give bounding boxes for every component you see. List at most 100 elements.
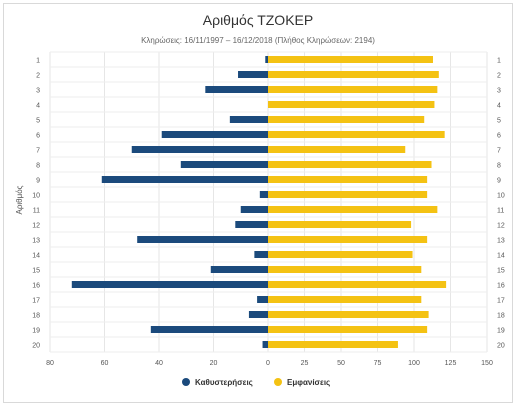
bar-appearance-5[interactable]: [268, 116, 425, 123]
y-tick-label-right: 4: [497, 103, 501, 110]
y-tick-label-left: 2: [36, 73, 40, 80]
y-tick-label-right: 1: [497, 58, 501, 65]
x-tick-label: 50: [337, 360, 345, 367]
bar-appearance-14[interactable]: [268, 251, 413, 258]
bar-appearance-10[interactable]: [268, 191, 428, 198]
x-tick-label: 100: [408, 360, 420, 367]
bar-delay-9[interactable]: [101, 176, 269, 183]
y-tick-label-right: 10: [497, 193, 505, 200]
y-tick-label-right: 13: [497, 238, 505, 245]
legend: Καθυστερήσεις Εμφανίσεις: [182, 378, 330, 387]
y-tick-label-right: 18: [497, 313, 505, 320]
y-tick-label-right: 20: [497, 343, 505, 350]
bar-delay-11[interactable]: [240, 206, 268, 213]
bar-appearance-11[interactable]: [268, 206, 438, 213]
bar-delay-15[interactable]: [210, 266, 268, 273]
bar-appearance-20[interactable]: [268, 341, 398, 348]
chart-subtitle: Κληρώσεις: 16/11/1997 – 16/12/2018 (Πλήθ…: [141, 36, 375, 45]
bar-delay-17[interactable]: [257, 296, 268, 303]
grid-lines: [49, 51, 488, 353]
y-tick-label-right: 9: [497, 178, 501, 185]
y-tick-label-left: 20: [32, 343, 40, 350]
x-tick-label: 0: [266, 360, 270, 367]
y-tick-label-left: 19: [32, 328, 40, 335]
bar-appearance-9[interactable]: [268, 176, 428, 183]
y-tick-label-left: 9: [36, 178, 40, 185]
y-tick-label-left: 1: [36, 58, 40, 65]
y-tick-label-left: 12: [32, 223, 40, 230]
bar-delay-18[interactable]: [248, 311, 268, 318]
bars-group: [71, 56, 447, 348]
legend-marker: [274, 378, 282, 386]
y-tick-label-left: 5: [36, 118, 40, 125]
y-tick-label-right: 17: [497, 298, 505, 305]
chart-title: Αριθμός ΤΖΟΚΕΡ: [202, 12, 314, 28]
legend-label: Εμφανίσεις: [287, 378, 330, 387]
bar-appearance-16[interactable]: [268, 281, 447, 288]
bar-delay-14[interactable]: [254, 251, 268, 258]
bar-appearance-15[interactable]: [268, 266, 422, 273]
x-tick-labels: 80 60 40 20 0 25 50 75 100 125 150: [46, 360, 493, 367]
x-tick-label: 75: [374, 360, 382, 367]
y-tick-label-right: 16: [497, 283, 505, 290]
y-tick-label-right: 6: [497, 133, 501, 140]
bar-appearance-1[interactable]: [268, 56, 433, 63]
bar-appearance-2[interactable]: [268, 71, 439, 78]
y-tick-label-left: 3: [36, 88, 40, 95]
bar-delay-13[interactable]: [137, 236, 268, 243]
y-tick-label-left: 13: [32, 238, 40, 245]
y-tick-label-left: 18: [32, 313, 40, 320]
x-tick-label: 60: [101, 360, 109, 367]
x-tick-label: 150: [481, 360, 493, 367]
y-tick-label-right: 19: [497, 328, 505, 335]
bar-delay-8[interactable]: [180, 161, 268, 168]
bar-delay-5[interactable]: [229, 116, 268, 123]
bar-delay-2[interactable]: [238, 71, 268, 78]
y-tick-label-right: 15: [497, 268, 505, 275]
bar-appearance-18[interactable]: [268, 311, 429, 318]
bar-delay-7[interactable]: [131, 146, 268, 153]
y-tick-label-right: 5: [497, 118, 501, 125]
y-tick-label-right: 2: [497, 73, 501, 80]
bar-delay-1[interactable]: [265, 56, 268, 63]
y-tick-label-left: 15: [32, 268, 40, 275]
legend-item-delays[interactable]: Καθυστερήσεις: [182, 378, 253, 387]
y-tick-label-right: 3: [497, 88, 501, 95]
bar-delay-12[interactable]: [235, 221, 268, 228]
bar-appearance-7[interactable]: [268, 146, 406, 153]
y-tick-label-left: 17: [32, 298, 40, 305]
y-tick-label-left: 6: [36, 133, 40, 140]
bar-appearance-19[interactable]: [268, 326, 428, 333]
x-tick-label: 25: [301, 360, 309, 367]
bar-appearance-8[interactable]: [268, 161, 432, 168]
bar-appearance-3[interactable]: [268, 86, 438, 93]
y-axis-label: Αριθμός: [15, 185, 24, 214]
x-tick-label: 40: [155, 360, 163, 367]
bar-delay-10[interactable]: [259, 191, 268, 198]
legend-marker: [182, 378, 190, 386]
y-tick-label-right: 14: [497, 253, 505, 260]
bar-delay-3[interactable]: [205, 86, 268, 93]
bar-delay-19[interactable]: [150, 326, 268, 333]
bar-appearance-4[interactable]: [268, 101, 435, 108]
y-tick-label-left: 11: [33, 208, 40, 215]
bar-delay-20[interactable]: [262, 341, 268, 348]
bar-appearance-13[interactable]: [268, 236, 428, 243]
y-tick-label-right: 8: [497, 163, 501, 170]
y-tick-label-right: 12: [497, 223, 505, 230]
bar-appearance-17[interactable]: [268, 296, 422, 303]
bar-appearance-6[interactable]: [268, 131, 445, 138]
chart-container: Αριθμός ΤΖΟΚΕΡ Κληρώσεις: 16/11/1997 – 1…: [3, 3, 513, 403]
y-tick-label-left: 8: [36, 163, 40, 170]
legend-item-appearances[interactable]: Εμφανίσεις: [274, 378, 330, 387]
bar-delay-6[interactable]: [161, 131, 268, 138]
y-tick-label-left: 16: [32, 283, 40, 290]
x-tick-label: 125: [445, 360, 457, 367]
bar-appearance-12[interactable]: [268, 221, 412, 228]
legend-label: Καθυστερήσεις: [195, 378, 253, 387]
bar-delay-16[interactable]: [71, 281, 268, 288]
y-tick-label-left: 14: [32, 253, 40, 260]
